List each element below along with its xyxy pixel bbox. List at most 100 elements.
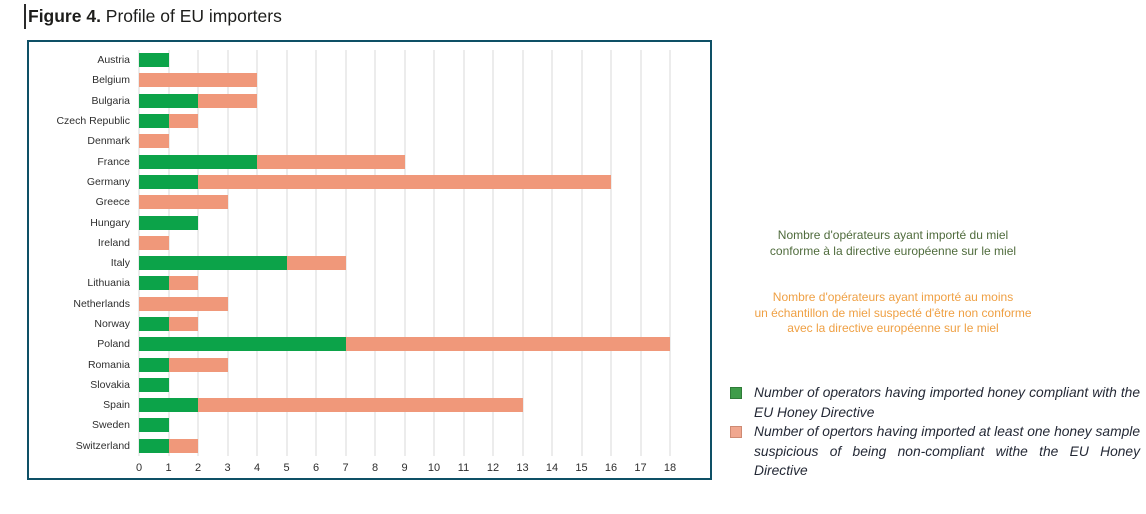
bar-suspicious [168, 438, 198, 453]
bar-suspicious [286, 256, 346, 271]
country-label: Czech Republic [56, 115, 130, 128]
x-tick-label: 15 [575, 462, 588, 474]
bar-track [139, 114, 670, 129]
bar-compliant [139, 93, 198, 108]
x-tick-label: 8 [371, 462, 379, 474]
chart-row: Slovakia [29, 375, 670, 395]
bar-suspicious [257, 154, 405, 169]
country-label: Ireland [97, 236, 130, 249]
bar-compliant [139, 317, 169, 331]
bar-suspicious [198, 398, 523, 413]
bar-track [139, 418, 670, 433]
x-tick-label: 6 [312, 462, 320, 474]
chart-row: Greece [29, 192, 670, 212]
x-tick-label: 17 [634, 462, 647, 474]
gridline [551, 50, 553, 456]
text-cursor-caret [24, 4, 26, 29]
bar-track [139, 337, 670, 352]
bar-suspicious [345, 337, 670, 352]
chart-frame: Austria Belgium Bulgaria Czech Republic Denm… [27, 40, 712, 480]
country-label: Spain [103, 399, 130, 412]
french-caption-compliant: Nombre d'opérateurs ayant importé du mie… [769, 228, 1017, 258]
bar-track [139, 134, 670, 149]
x-tick-label: 18 [663, 462, 677, 474]
figure-title-text: Profile of EU importers [100, 6, 282, 26]
bar-suspicious [139, 235, 169, 250]
country-label: Greece [95, 196, 130, 209]
chart-row: Denmark [29, 131, 670, 151]
chart-row: Austria [29, 50, 670, 70]
gridline [669, 50, 671, 456]
chart-row: Czech Republic [29, 111, 670, 131]
chart-row: Norway [29, 314, 670, 334]
chart-row: Spain [29, 395, 670, 415]
bar-suspicious [168, 114, 198, 129]
bar-compliant [139, 357, 169, 372]
bar-track [139, 296, 670, 311]
country-label: Belgium [92, 74, 130, 87]
bar-compliant [139, 174, 198, 189]
gridline [315, 50, 317, 456]
country-label: Norway [94, 318, 130, 330]
chart-row: France [29, 151, 670, 171]
bar-track [139, 195, 670, 210]
bar-track [139, 73, 670, 88]
bar-suspicious [139, 195, 228, 210]
chart-row: Germany [29, 172, 670, 192]
bar-track [139, 276, 670, 291]
country-label: Bulgaria [91, 94, 130, 107]
gridline [640, 50, 641, 456]
salmon-swatch-icon [730, 426, 742, 438]
chart-row: Netherlands [29, 294, 670, 314]
figure-title: Figure 4. Profile of EU importers [28, 4, 282, 29]
bar-track [139, 174, 670, 189]
bar-track [139, 256, 670, 271]
french-caption-suspicious: Nombre d'opérateurs ayant importé au moi… [754, 290, 1032, 335]
legend-label-compliant: Number of operators having imported hone… [754, 385, 1140, 420]
x-tick-label: 1 [165, 462, 172, 474]
country-label: Germany [86, 175, 130, 188]
country-label: Romania [87, 358, 130, 371]
chart-row: Switzerland [29, 436, 670, 456]
bar-compliant [139, 438, 169, 453]
chart-plot-area: Austria Belgium Bulgaria Czech Republic Denm… [29, 42, 710, 478]
legend-label-suspicious: Number of opertors having imported at le… [754, 424, 1140, 478]
bar-suspicious [198, 93, 257, 108]
bar-track [139, 357, 670, 372]
bar-compliant [139, 377, 169, 392]
x-tick-label: 7 [342, 462, 349, 474]
bar-track [139, 317, 670, 331]
legend-item-compliant: Number of operators having imported hone… [730, 383, 1140, 422]
chart-row: Ireland [29, 233, 670, 253]
x-tick-label: 13 [516, 462, 529, 474]
x-tick-label: 5 [283, 462, 290, 474]
bar-track [139, 438, 670, 453]
country-label: Austria [97, 54, 130, 67]
gridline [463, 50, 464, 456]
gridline [492, 50, 494, 456]
chart-row: Lithuania [29, 273, 670, 293]
gridline [345, 50, 346, 456]
country-label: Hungary [90, 216, 130, 229]
country-label: Switzerland [75, 439, 130, 452]
x-tick-label: 10 [427, 462, 441, 474]
english-legend: Number of operators having imported hone… [730, 383, 1140, 481]
gridline-layer [138, 50, 671, 456]
bar-track [139, 53, 670, 68]
gridline [610, 50, 612, 456]
country-label: Lithuania [87, 277, 130, 290]
bar-suspicious [198, 174, 611, 189]
bar-suspicious [168, 276, 198, 291]
bar-suspicious [139, 296, 228, 311]
bar-suspicious [139, 73, 257, 88]
country-label: France [97, 155, 130, 168]
figure-number: Figure 4. [28, 6, 101, 26]
x-tick-label: 11 [457, 462, 470, 474]
bar-track [139, 93, 670, 108]
country-label: Slovakia [90, 378, 130, 391]
gridline [374, 50, 376, 456]
country-label: Poland [97, 338, 130, 351]
figure-title-row: Figure 4. Profile of EU importers [24, 4, 282, 29]
bar-suspicious [139, 134, 169, 149]
